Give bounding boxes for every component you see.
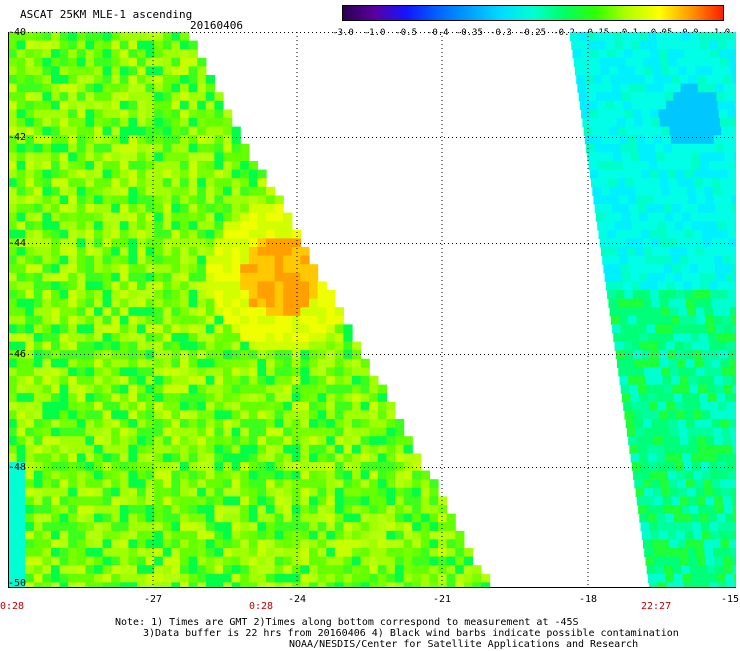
x-tick-label: -18 — [579, 594, 597, 605]
x-tick-label: -15 — [721, 594, 739, 605]
time-label: 0:28 — [249, 601, 273, 612]
note-line-3: NOAA/NESDIS/Center for Satellite Applica… — [289, 639, 638, 651]
y-tick-label: -40 — [8, 27, 26, 38]
x-tick-label: -24 — [288, 594, 306, 605]
swath-left — [8, 32, 490, 588]
product-title: ASCAT 25KM MLE-1 ascending — [20, 9, 192, 20]
x-tick-label: -21 — [433, 594, 451, 605]
y-tick-label: -48 — [8, 462, 26, 473]
time-label: 0:28 — [0, 601, 24, 612]
swath-right — [570, 32, 736, 588]
y-tick-label: -42 — [8, 132, 26, 143]
product-date: 20160406 — [190, 20, 243, 31]
y-tick-label: -46 — [8, 349, 26, 360]
y-tick-label: -50 — [8, 578, 26, 589]
x-tick-label: -27 — [144, 594, 162, 605]
y-tick-label: -44 — [8, 238, 26, 249]
colorbar — [342, 5, 724, 21]
time-label: 22:27 — [641, 601, 671, 612]
swath-map — [8, 32, 736, 588]
